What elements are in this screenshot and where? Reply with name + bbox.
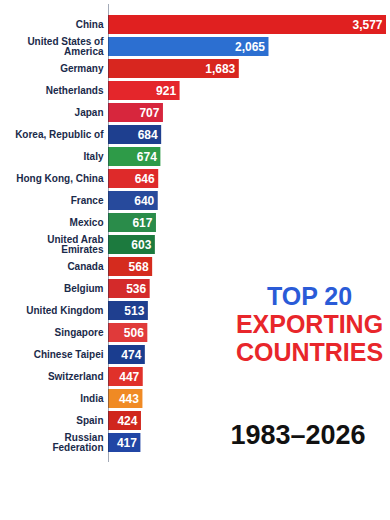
svg-text:536: 536 <box>126 282 146 296</box>
svg-text:United States ofAmerica: United States ofAmerica <box>27 36 104 57</box>
svg-text:617: 617 <box>132 216 152 230</box>
svg-text:443: 443 <box>119 392 139 406</box>
svg-text:1,683: 1,683 <box>205 62 235 76</box>
svg-text:Spain: Spain <box>76 415 103 426</box>
svg-text:506: 506 <box>124 326 144 340</box>
svg-text:513: 513 <box>124 304 144 318</box>
svg-text:Mexico: Mexico <box>70 217 104 228</box>
svg-text:424: 424 <box>117 414 137 428</box>
svg-text:Netherlands: Netherlands <box>46 85 104 96</box>
svg-text:646: 646 <box>135 172 155 186</box>
svg-text:640: 640 <box>134 194 154 208</box>
svg-text:Korea, Republic of: Korea, Republic of <box>15 129 104 140</box>
svg-text:Belgium: Belgium <box>64 283 104 294</box>
svg-text:Singapore: Singapore <box>55 327 104 338</box>
svg-text:United ArabEmirates: United ArabEmirates <box>47 234 104 255</box>
svg-text:921: 921 <box>156 84 176 98</box>
svg-text:603: 603 <box>131 238 151 252</box>
svg-text:Hong Kong, China: Hong Kong, China <box>16 173 104 184</box>
svg-text:707: 707 <box>139 106 159 120</box>
svg-text:3,577: 3,577 <box>352 18 382 32</box>
svg-text:China: China <box>76 19 104 30</box>
svg-text:India: India <box>80 393 104 404</box>
svg-text:674: 674 <box>137 150 157 164</box>
svg-text:Canada: Canada <box>67 261 104 272</box>
svg-text:2,065: 2,065 <box>235 40 265 54</box>
svg-text:France: France <box>71 195 104 206</box>
svg-text:Japan: Japan <box>75 107 104 118</box>
svg-text:417: 417 <box>117 436 137 450</box>
svg-text:United Kingdom: United Kingdom <box>26 305 103 316</box>
svg-text:Italy: Italy <box>83 151 103 162</box>
svg-text:RussianFederation: RussianFederation <box>52 432 103 453</box>
html-text:COUNTRIES: COUNTRIES <box>235 338 384 366</box>
html-text:1983–2026: 1983–2026 <box>230 420 366 450</box>
svg-text:474: 474 <box>121 348 141 362</box>
svg-text:684: 684 <box>138 128 158 142</box>
html-text:TOP 20: TOP 20 <box>266 282 353 310</box>
svg-text:Germany: Germany <box>60 63 104 74</box>
svg-text:Switzerland: Switzerland <box>48 371 104 382</box>
svg-text:Chinese Taipei: Chinese Taipei <box>34 349 104 360</box>
svg-text:568: 568 <box>129 260 149 274</box>
html-text:EXPORTING: EXPORTING <box>235 310 384 338</box>
svg-text:447: 447 <box>119 370 139 384</box>
